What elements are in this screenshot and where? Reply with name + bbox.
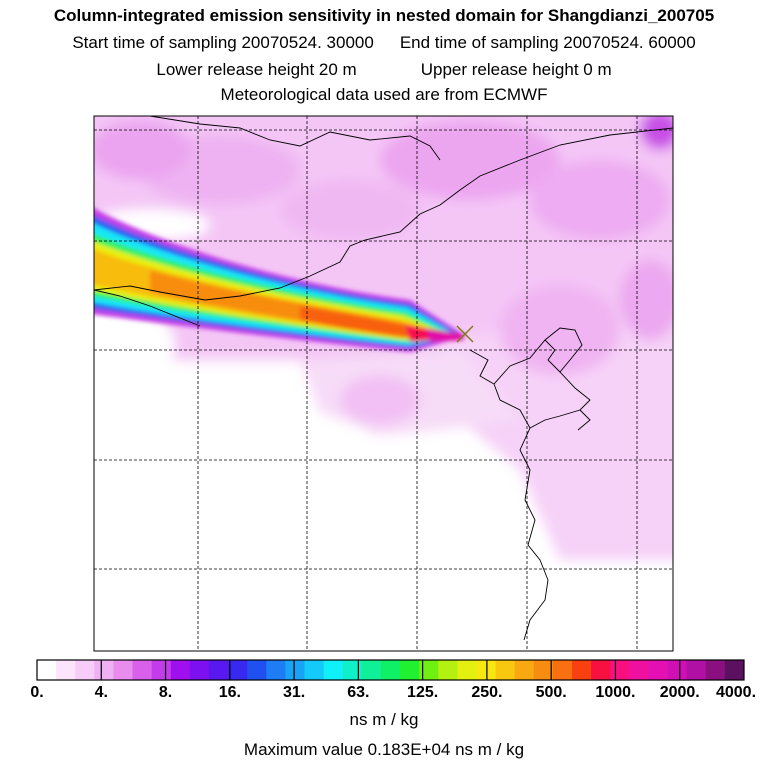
colorbar-cell xyxy=(323,660,344,680)
colorbar-tick-label: 16. xyxy=(218,684,241,701)
colorbar-cell xyxy=(400,660,420,680)
colorbar-cell xyxy=(419,660,439,680)
colorbar-tick-label: 125. xyxy=(407,684,439,701)
colorbar-cell xyxy=(342,660,363,680)
colorbar-tick-label: 4000. xyxy=(715,684,757,701)
meteo-source-label: Meteorological data used are from ECMWF xyxy=(220,85,548,104)
colorbar-cell xyxy=(132,660,153,680)
map-frame xyxy=(93,115,674,652)
colorbar-tick-label: 500. xyxy=(535,684,567,701)
colorbar-tick-label: 4. xyxy=(94,684,108,701)
colorbar-cell xyxy=(170,660,191,680)
colorbar-cell xyxy=(648,660,668,680)
colorbar-tick-label: 0. xyxy=(30,684,44,701)
colorbar-cell xyxy=(113,660,133,680)
colorbar-cell xyxy=(572,660,592,680)
colorbar-cell xyxy=(228,660,248,680)
colorbar-cell xyxy=(705,660,726,680)
upper-release-label: Upper release height 0 m xyxy=(420,60,612,79)
colorbar-cell xyxy=(151,660,172,680)
colorbar-tick-label: 8. xyxy=(158,684,173,701)
lower-release-label: Lower release height 20 m xyxy=(156,60,357,79)
colorbar-cell xyxy=(457,660,477,680)
x-marker-icon xyxy=(456,325,474,343)
colorbar-cell xyxy=(37,660,57,680)
sampling-time-line: Start time of sampling 20070524. 30000 En… xyxy=(0,33,768,53)
colorbar-cell xyxy=(552,660,573,680)
colorbar-cell xyxy=(610,660,630,680)
start-time-label: Start time of sampling 20070524. 30000 xyxy=(72,33,374,52)
colorbar-cell xyxy=(75,660,95,680)
colorbar-cell xyxy=(514,660,535,680)
coastline xyxy=(94,116,673,641)
colorbar-tick-label: 1000. xyxy=(595,684,636,701)
graticule xyxy=(94,116,673,651)
maximum-value-label: Maximum value 0.183E+04 ns m / kg xyxy=(243,740,525,759)
colorbar-cell xyxy=(189,660,210,680)
colorbar-tick-label: 31. xyxy=(282,684,306,701)
colorbar-cell xyxy=(667,660,688,680)
release-height-line: Lower release height 20 m Upper release h… xyxy=(0,60,768,80)
colorbar-frame xyxy=(36,659,745,681)
emission-plume xyxy=(94,208,466,352)
colorbar-tick-label: 250. xyxy=(471,684,503,701)
sensitivity-field xyxy=(94,116,673,651)
colorbar-tick-marks xyxy=(100,660,681,680)
colorbar-cell xyxy=(495,660,516,680)
colorbar-cell xyxy=(361,660,382,680)
colorbar-tick-label: 63. xyxy=(347,684,370,701)
colorbar-cell xyxy=(56,660,76,680)
colorbar-cell xyxy=(285,660,305,680)
colorbar-cell xyxy=(476,660,496,680)
colorbar-cell xyxy=(533,660,554,680)
end-time-label: End time of sampling 20070524. 60000 xyxy=(399,33,696,52)
colorbar-cell xyxy=(380,660,401,680)
colorbar-units: ns m / kg xyxy=(349,710,419,729)
colorbar-cell xyxy=(266,660,286,680)
colorbar-cell xyxy=(629,660,649,680)
colorbar-cells xyxy=(37,660,745,680)
colorbar-cell xyxy=(247,660,267,680)
colorbar-cell xyxy=(304,660,325,680)
colorbar-cell xyxy=(438,660,458,680)
colorbar-cell xyxy=(94,660,114,680)
colorbar-cell xyxy=(208,660,229,680)
plot-title: Column-integrated emission sensitivity i… xyxy=(53,6,715,25)
colorbar-tick-label: 2000. xyxy=(659,684,700,701)
colorbar-cell xyxy=(686,660,707,680)
colorbar-cell xyxy=(724,660,745,680)
colorbar-cell xyxy=(591,660,611,680)
